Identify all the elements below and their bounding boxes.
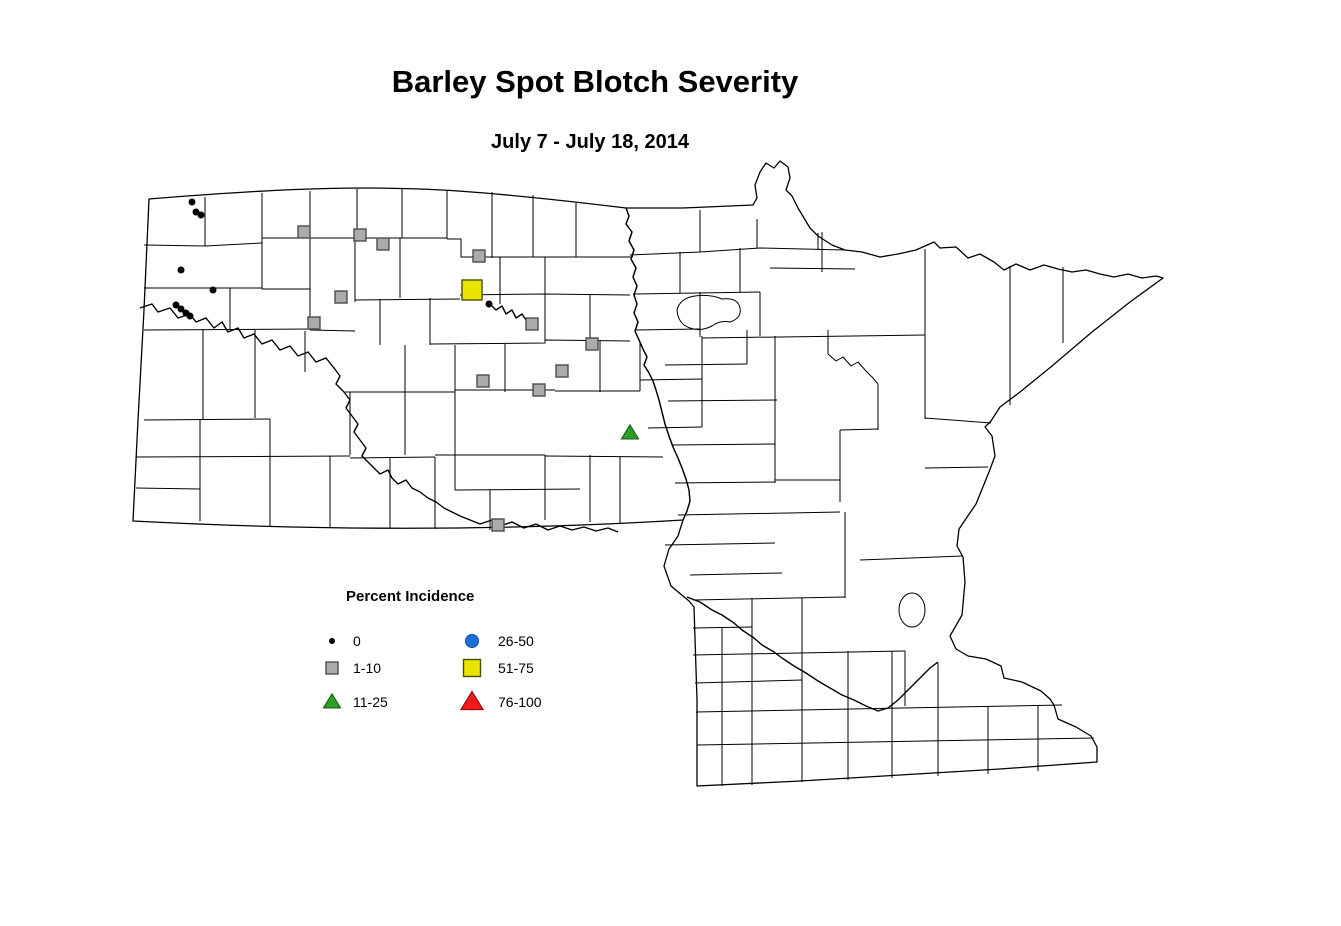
map-marker-0	[485, 300, 493, 308]
circle-legend-icon	[465, 633, 479, 648]
map-marker-11-25	[620, 423, 640, 440]
map-marker-1-10	[532, 383, 546, 397]
map-marker-0	[188, 198, 196, 206]
state-outlines	[132, 160, 1164, 787]
legend-item-1-10: 1-10	[317, 654, 457, 681]
square-glyph	[462, 658, 482, 677]
map-marker-1-10	[491, 518, 505, 532]
minnesota-outline	[625, 160, 1164, 787]
map-marker-1-10	[376, 237, 390, 251]
circle-glyph	[465, 633, 479, 648]
map-marker-1-10	[472, 249, 486, 263]
map-marker-1-10	[297, 225, 311, 239]
square-glyph	[325, 660, 339, 675]
legend-item-label: 51-75	[498, 659, 534, 676]
missouri-river	[139, 303, 619, 533]
triangle-glyph	[459, 689, 485, 710]
page-subtitle: July 7 - July 18, 2014	[491, 131, 689, 153]
marker-layer	[172, 198, 640, 532]
legend-item-0: 0	[317, 627, 457, 654]
map-marker-1-10	[585, 337, 599, 351]
legend-item-label: 76-100	[498, 693, 542, 710]
triangle-glyph	[322, 692, 342, 708]
legend-item-51-75: 51-75	[457, 654, 542, 681]
map-marker-0	[177, 266, 185, 274]
minnesota-river	[686, 596, 939, 712]
dot-glyph	[329, 637, 335, 644]
legend-column-1: 0 1-10 11-25	[317, 627, 457, 715]
legend-item-label: 11-25	[353, 693, 388, 710]
triangle-legend-icon	[459, 689, 485, 710]
map-marker-1-10	[525, 317, 539, 331]
map-marker-0	[209, 286, 217, 294]
legend-item-76-100: 76-100	[457, 688, 542, 715]
lake-mille-lacs	[898, 592, 926, 628]
map-marker-0	[177, 305, 185, 313]
map-marker-51-75	[461, 279, 483, 301]
map-marker-1-10	[307, 316, 321, 330]
map-marker-1-10	[555, 364, 569, 378]
map-marker-1-10	[353, 228, 367, 242]
map-marker-0	[197, 211, 205, 219]
north-dakota-outline	[132, 187, 691, 529]
sheyenne-river	[489, 303, 532, 325]
legend-item-label: 0	[353, 632, 361, 649]
map-marker-1-10	[476, 374, 490, 388]
square-legend-icon	[325, 660, 339, 675]
red-lake	[676, 294, 741, 331]
legend-item-26-50: 26-50	[457, 627, 542, 654]
triangle-legend-icon	[322, 692, 342, 708]
county-lines	[135, 189, 1095, 786]
legend-item-label: 26-50	[498, 632, 534, 649]
map-marker-0	[186, 312, 194, 320]
dot-legend-icon	[329, 637, 335, 644]
legend-item-11-25: 11-25	[317, 688, 457, 715]
map-marker-0	[172, 301, 180, 309]
page-title: Barley Spot Blotch Severity	[391, 64, 799, 99]
legend-column-2: 26-50 51-75 76-100	[457, 627, 542, 715]
legend: Percent Incidence 0 1-10 11-25 26-50 51-75 7…	[317, 588, 542, 715]
square-legend-icon	[462, 658, 482, 677]
legend-title: Percent Incidence	[346, 588, 475, 605]
map-marker-1-10	[334, 290, 348, 304]
legend-item-label: 1-10	[353, 659, 382, 676]
legend-columns: 0 1-10 11-25 26-50 51-75 76-100	[317, 627, 542, 715]
